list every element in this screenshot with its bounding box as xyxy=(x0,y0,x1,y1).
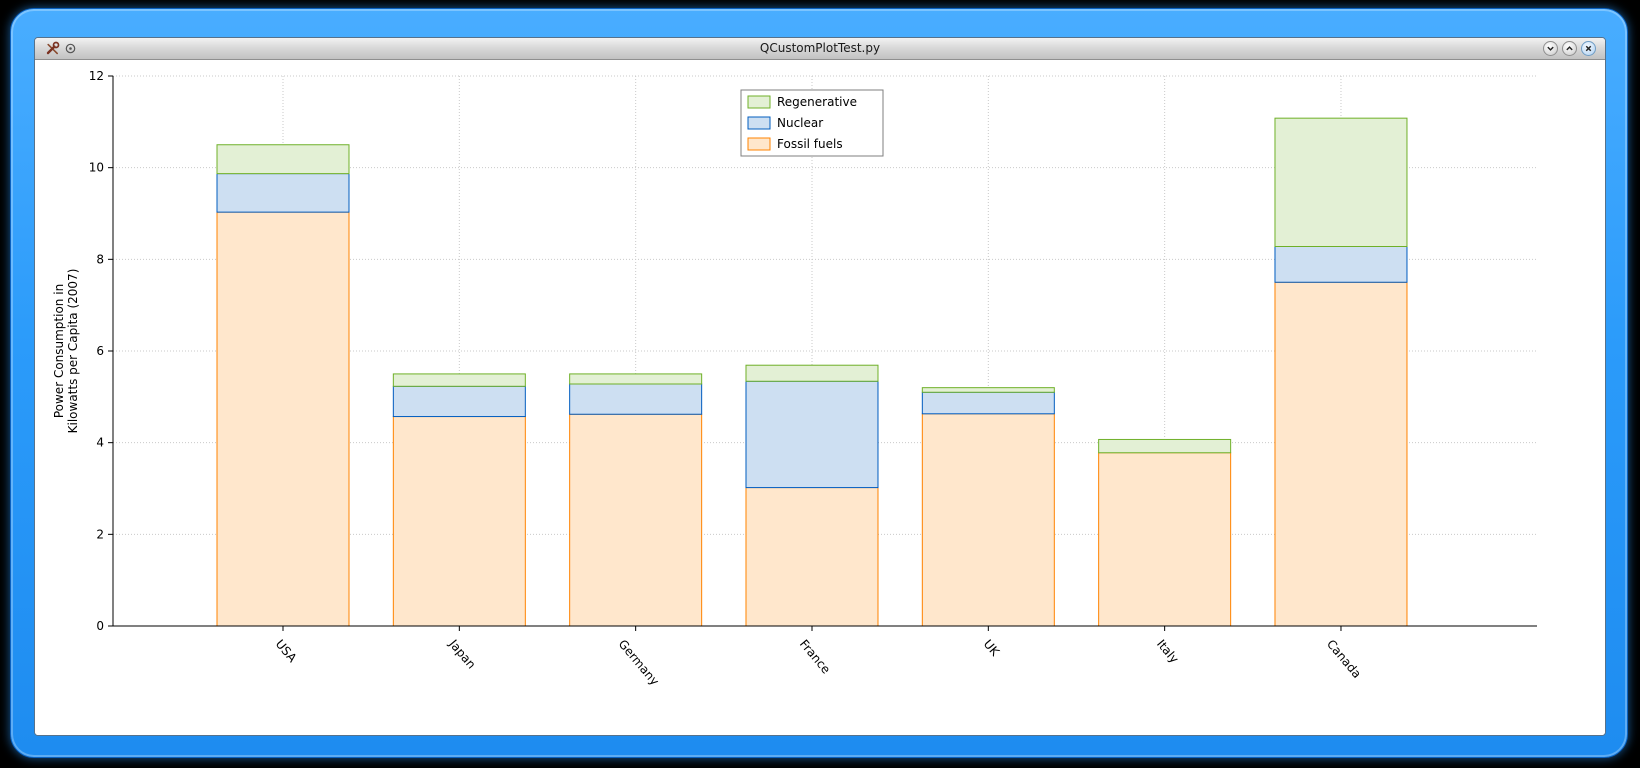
bar-segment xyxy=(392,416,526,627)
chevron-up-icon xyxy=(1565,44,1574,53)
chevron-down-icon xyxy=(1546,44,1555,53)
bar-segment xyxy=(745,487,879,627)
window-glow-frame: QCustomPlotTest.py xyxy=(10,8,1628,758)
maximize-button[interactable] xyxy=(1562,41,1577,56)
app-window: QCustomPlotTest.py xyxy=(34,37,1606,736)
legend-label: Fossil fuels xyxy=(777,137,843,151)
title-bar[interactable]: QCustomPlotTest.py xyxy=(35,38,1605,60)
legend: Regenerative Nuclear Fossil fuels xyxy=(740,89,884,157)
axes xyxy=(108,75,1537,631)
bar-segment xyxy=(921,387,1055,393)
x-tick-label: Germany xyxy=(616,637,662,688)
legend-swatch xyxy=(747,95,771,109)
bar-segment xyxy=(745,380,879,489)
bar-segment xyxy=(216,173,350,213)
bar-segment xyxy=(1098,438,1232,454)
bar-segment xyxy=(1274,281,1408,627)
bar-segment xyxy=(216,211,350,627)
legend-label: Nuclear xyxy=(777,116,823,130)
bar-segment xyxy=(569,373,703,385)
bar-segment xyxy=(1274,117,1408,247)
bar-segment xyxy=(1098,452,1232,627)
y-tick-label: 0 xyxy=(96,619,104,633)
x-tick-label: France xyxy=(797,637,833,677)
x-tick-label: Italy xyxy=(1154,637,1181,666)
chart-canvas[interactable]: 0 2 4 6 8 10 12 USA Japan Germany France UK Italy Can… xyxy=(35,60,1606,736)
bar-segment xyxy=(1274,246,1408,283)
bar-segment xyxy=(921,413,1055,627)
y-tick-label: 8 xyxy=(96,252,104,266)
shade-button[interactable] xyxy=(1543,41,1558,56)
x-tick-label: UK xyxy=(981,637,1003,660)
bar-segment xyxy=(569,413,703,627)
x-tick-label: Japan xyxy=(446,636,479,671)
legend-swatch xyxy=(747,137,771,151)
sticky-icon[interactable] xyxy=(65,43,76,54)
window-title: QCustomPlotTest.py xyxy=(759,41,881,55)
close-button[interactable] xyxy=(1581,41,1596,56)
y-tick-label: 10 xyxy=(89,161,104,175)
bar-segment xyxy=(921,391,1055,415)
y-axis-title: Kilowatts per Capita (2007) xyxy=(66,269,80,434)
close-icon xyxy=(1584,44,1593,53)
legend-swatch xyxy=(747,116,771,130)
x-tick-label: Canada xyxy=(1324,637,1364,681)
bar-segment xyxy=(392,385,526,418)
y-tick-label: 4 xyxy=(96,436,104,450)
bar-segment xyxy=(392,373,526,387)
plot-area: 0 2 4 6 8 10 12 USA Japan Germany France UK Italy Can… xyxy=(35,60,1606,736)
wrench-app-icon[interactable] xyxy=(45,41,60,56)
y-tick-label: 6 xyxy=(96,344,104,358)
legend-label: Regenerative xyxy=(777,95,857,109)
y-tick-label: 2 xyxy=(96,527,104,541)
bar-segment xyxy=(745,364,879,382)
x-tick-label: USA xyxy=(273,637,300,666)
y-tick-label: 12 xyxy=(89,69,104,83)
bar-segment xyxy=(216,144,350,175)
bar-segment xyxy=(569,383,703,415)
y-axis-title: Power Consumption in xyxy=(52,284,66,418)
bars xyxy=(216,117,1408,627)
